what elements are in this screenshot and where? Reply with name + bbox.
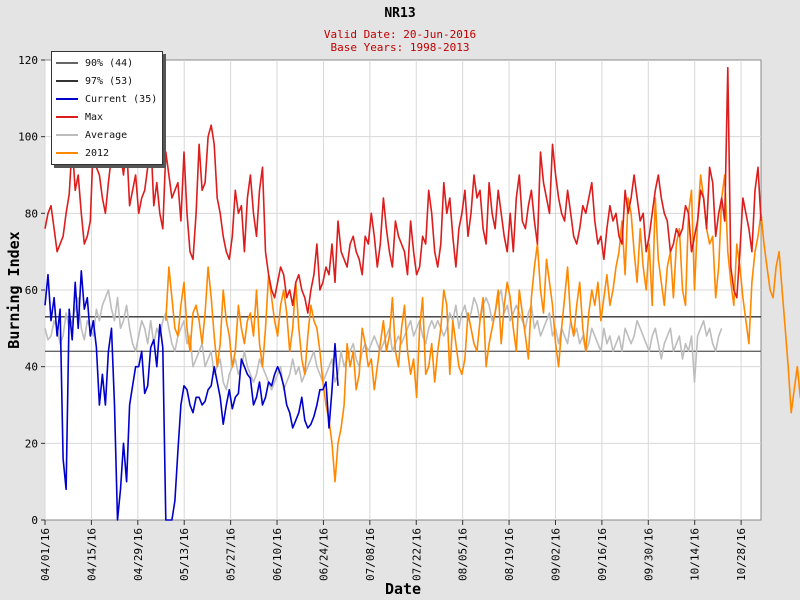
legend-label: Max	[85, 111, 104, 123]
legend-item-p90: 90% (44)	[52, 54, 162, 72]
base-years-subtitle: Base Years: 1998-2013	[330, 41, 470, 54]
x-tick-label: 07/22/16	[410, 528, 423, 581]
x-tick-label: 08/05/16	[457, 528, 470, 581]
y-tick-label: 100	[18, 131, 38, 144]
legend-label: Current (35)	[85, 93, 158, 105]
data-series	[44, 66, 800, 521]
legend-label: 90% (44)	[85, 57, 134, 69]
chart-title: NR13	[384, 6, 416, 21]
legend-swatch	[56, 116, 78, 118]
grid-lines	[44, 60, 761, 520]
series-line-average	[44, 289, 723, 391]
y-axis-ticks: 0 20 40 60 80 100 120	[18, 54, 45, 527]
y-tick-label: 0	[31, 514, 38, 527]
legend-swatch	[56, 98, 78, 100]
x-axis-ticks: 04/01/16 04/15/16 04/29/16 05/13/16 05/27/16…	[39, 520, 748, 581]
x-tick-label: 10/14/16	[689, 528, 702, 581]
legend-label: Average	[85, 129, 128, 141]
x-tick-label: 10/28/16	[735, 528, 748, 581]
legend-item-average: Average	[52, 126, 162, 144]
x-axis-label: Date	[385, 580, 421, 598]
legend-swatch	[56, 80, 78, 82]
legend-label: 2012	[85, 147, 110, 159]
legend-item-p97: 97% (53)	[52, 72, 162, 90]
x-tick-label: 09/30/16	[642, 528, 655, 581]
x-tick-label: 09/02/16	[549, 528, 562, 581]
legend-swatch	[56, 62, 78, 64]
series-line-max	[44, 66, 762, 314]
x-tick-label: 07/08/16	[364, 528, 377, 581]
x-tick-label: 06/24/16	[317, 528, 330, 581]
series-line-current-35	[44, 269, 339, 521]
legend-item-2012: 2012	[52, 144, 162, 162]
y-axis-label: Burning Index	[5, 231, 23, 348]
legend-item-current: Current (35)	[52, 90, 162, 108]
y-tick-label: 20	[25, 437, 38, 450]
x-tick-label: 04/01/16	[39, 528, 52, 581]
y-tick-label: 60	[25, 284, 38, 297]
x-tick-label: 04/15/16	[85, 528, 98, 581]
x-tick-label: 09/16/16	[596, 528, 609, 581]
series-line-2012	[165, 174, 800, 483]
legend-label: 97% (53)	[85, 75, 134, 87]
y-tick-label: 80	[25, 207, 38, 220]
valid-date-subtitle: Valid Date: 20-Jun-2016	[323, 28, 477, 41]
y-tick-label: 40	[25, 361, 38, 374]
legend-swatch	[56, 134, 78, 136]
y-tick-label: 120	[18, 54, 38, 67]
x-tick-label: 05/27/16	[225, 528, 238, 581]
x-tick-label: 06/10/16	[271, 528, 284, 581]
legend-item-max: Max	[52, 108, 162, 126]
legend-swatch	[56, 152, 78, 154]
x-tick-label: 05/13/16	[178, 528, 191, 581]
x-tick-label: 04/29/16	[132, 528, 145, 581]
legend: 90% (44) 97% (53) Current (35) Max Avera…	[51, 51, 163, 165]
x-tick-label: 08/19/16	[503, 528, 516, 581]
